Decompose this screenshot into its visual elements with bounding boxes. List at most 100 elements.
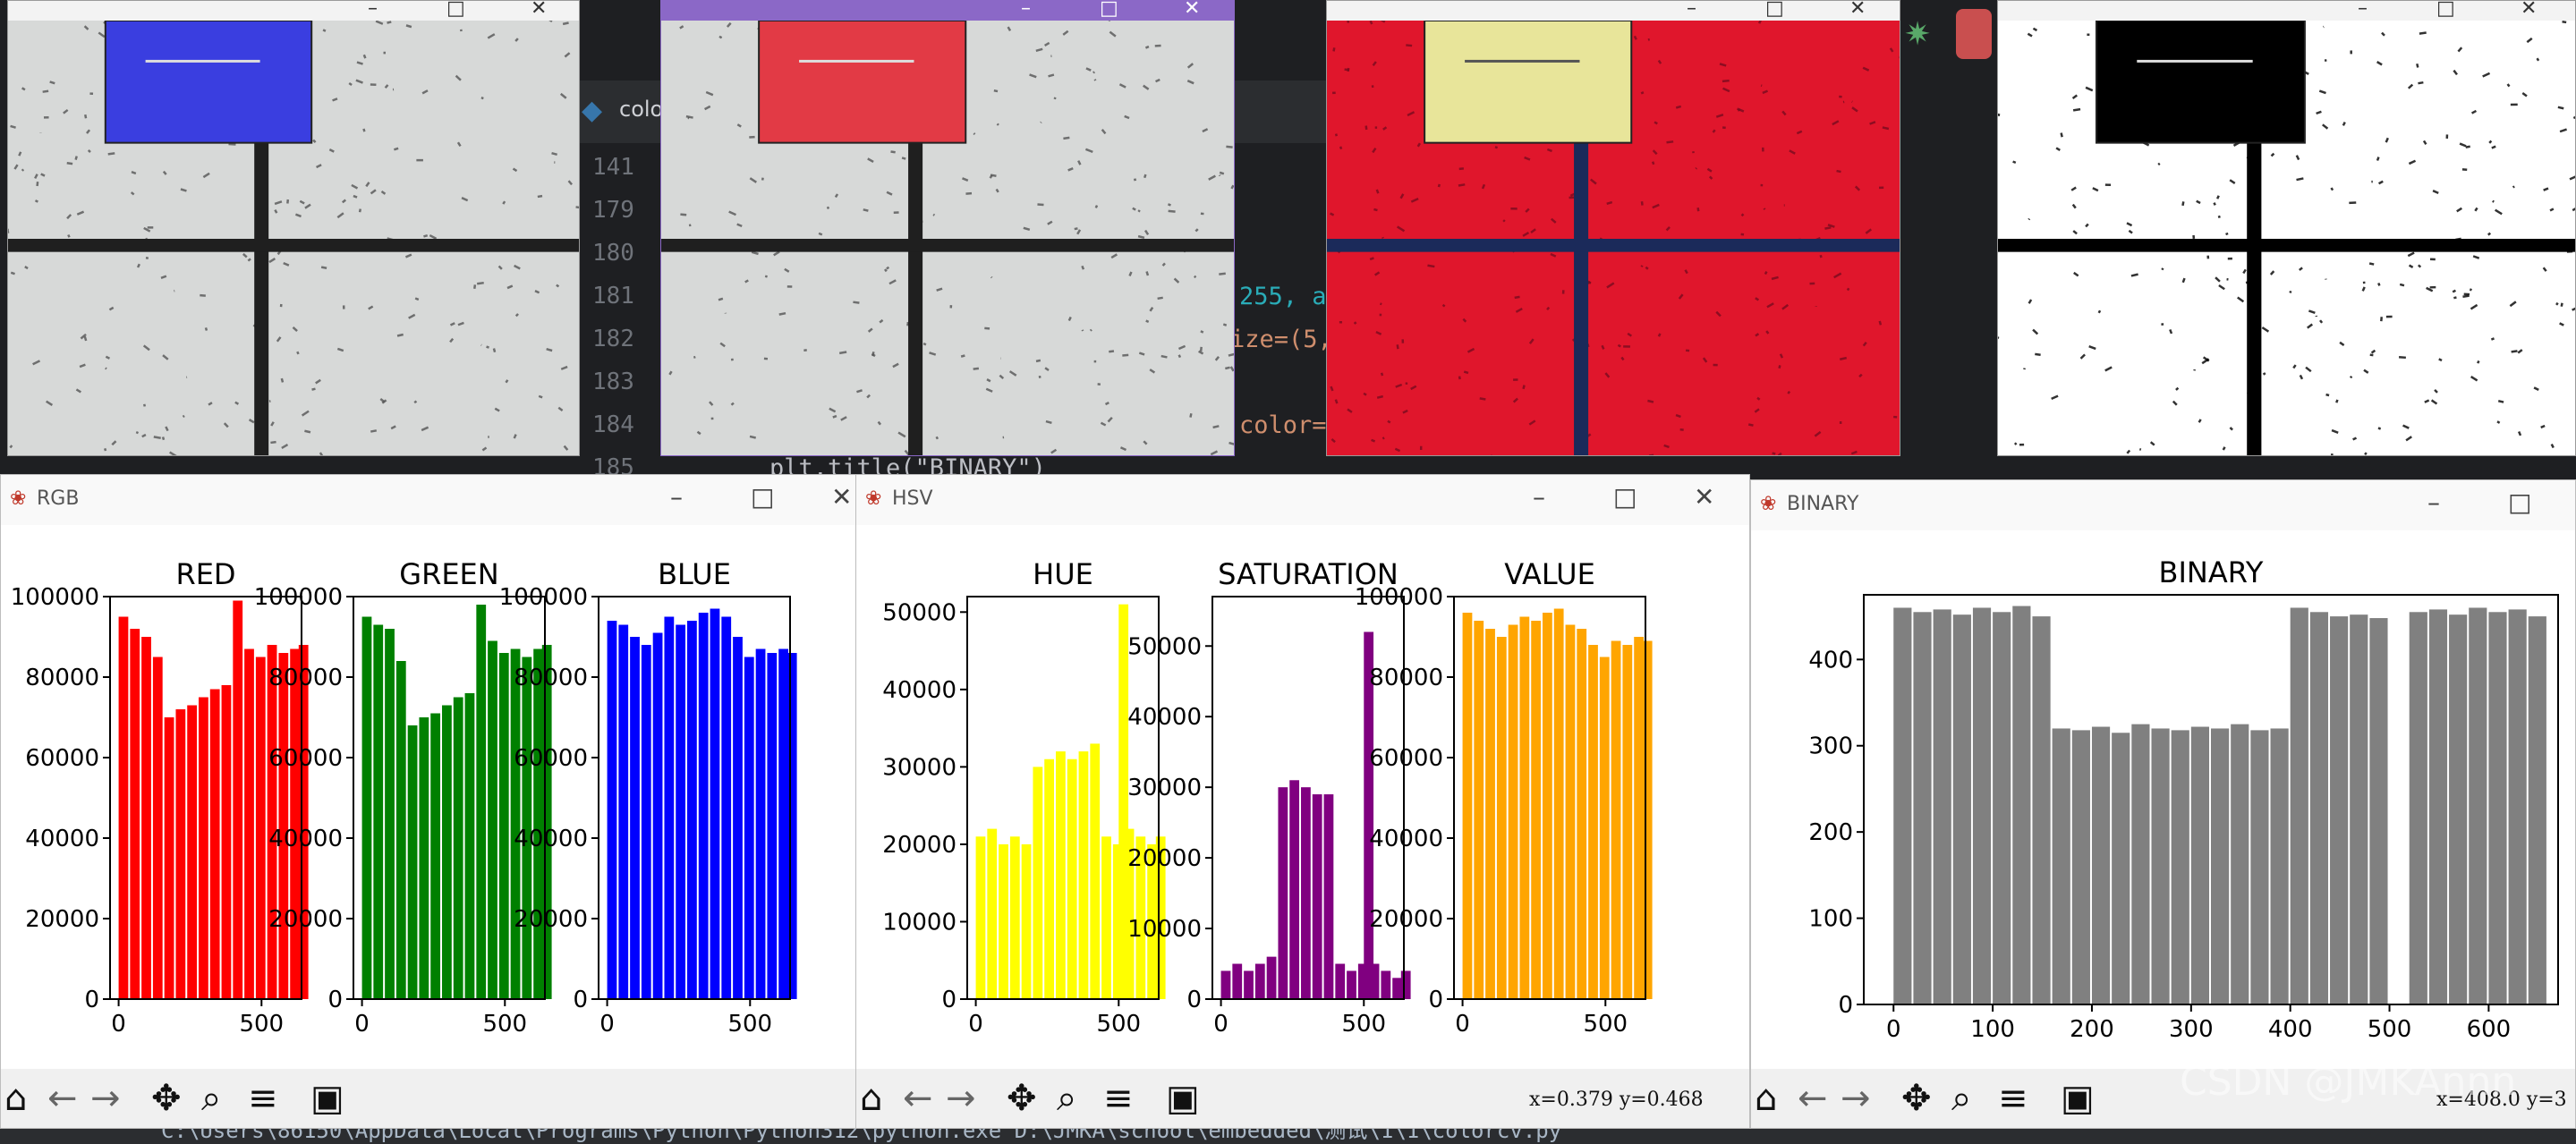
title-bar[interactable]: – □ ✕ xyxy=(1327,1,1900,21)
title-bar[interactable]: ❀ BINARY – □ xyxy=(1751,480,2575,530)
pan-icon[interactable]: ✥ xyxy=(1901,1078,1932,1119)
book-title-mark xyxy=(2137,60,2252,63)
image-window-binary[interactable]: – □ ✕ xyxy=(1997,0,2576,456)
image-window-hsv[interactable]: – □ ✕ xyxy=(1326,0,1900,456)
title-bar[interactable]: – □ ✕ xyxy=(1998,1,2575,21)
bar xyxy=(2112,733,2130,1004)
x-tick-label: 0 xyxy=(111,1011,126,1038)
tile-speck xyxy=(2453,297,2456,298)
pan-icon[interactable]: ✥ xyxy=(151,1078,182,1119)
close-icon[interactable]: ✕ xyxy=(831,482,852,512)
close-icon[interactable]: ✕ xyxy=(1184,0,1200,20)
minimize-icon[interactable]: – xyxy=(1687,0,1696,20)
maximize-icon[interactable]: □ xyxy=(2436,0,2455,20)
bar xyxy=(664,617,674,1000)
bar xyxy=(618,625,628,1000)
zoom-icon[interactable]: ⌕ xyxy=(1057,1078,1076,1119)
minimize-icon[interactable]: – xyxy=(1021,0,1031,20)
tile-speck xyxy=(1331,386,1333,391)
x-tick-label: 500 xyxy=(1096,1011,1141,1038)
back-arrow-icon[interactable]: ← xyxy=(47,1078,78,1119)
home-icon[interactable]: ⌂ xyxy=(4,1078,27,1119)
home-icon[interactable]: ⌂ xyxy=(1755,1078,1777,1119)
maximize-icon[interactable]: □ xyxy=(2508,487,2531,517)
minimize-icon[interactable]: – xyxy=(2358,0,2368,20)
tile-speck xyxy=(1179,355,1180,358)
minimize-icon[interactable]: – xyxy=(1533,482,1545,512)
maximize-icon[interactable]: □ xyxy=(1765,0,1784,20)
forward-arrow-icon[interactable]: → xyxy=(946,1078,976,1119)
back-arrow-icon[interactable]: ← xyxy=(903,1078,933,1119)
tile-speck xyxy=(1334,47,1335,51)
tile-speck xyxy=(1091,330,1092,331)
stop-button[interactable] xyxy=(1956,9,1992,59)
tile-speck xyxy=(1748,425,1753,426)
tile-speck xyxy=(2498,401,2504,402)
close-icon[interactable]: ✕ xyxy=(1694,482,1714,512)
tile-speck xyxy=(1223,325,1226,326)
hsv-image xyxy=(1327,21,1900,456)
tile-speck xyxy=(1229,443,1235,445)
bar xyxy=(1010,836,1020,999)
back-arrow-icon[interactable]: ← xyxy=(1798,1078,1828,1119)
title-bar[interactable]: – □ ✕ xyxy=(8,1,579,21)
save-icon[interactable]: ▣ xyxy=(310,1078,344,1119)
y-tick-label: 100 xyxy=(1808,906,1853,933)
tile-speck xyxy=(1439,184,1440,187)
configure-subplots-icon[interactable]: ≡ xyxy=(1998,1078,2028,1119)
tile-speck xyxy=(1194,276,1196,277)
bar xyxy=(1401,970,1411,999)
tile-speck xyxy=(2264,373,2266,375)
tile-speck xyxy=(538,196,542,197)
x-tick-label: 500 xyxy=(2368,1016,2412,1043)
image-window-original[interactable]: – □ ✕ xyxy=(7,0,580,456)
close-icon[interactable]: ✕ xyxy=(2521,0,2537,20)
bar xyxy=(465,693,475,999)
code-fragment: ize=(5, xyxy=(1230,326,1332,353)
minimize-icon[interactable]: – xyxy=(2427,487,2440,517)
bar xyxy=(608,621,617,999)
title-bar[interactable]: ❀ HSV – □ ✕ xyxy=(856,475,1749,525)
save-icon[interactable]: ▣ xyxy=(1166,1078,1200,1119)
bar xyxy=(268,645,277,999)
x-tick-label: 500 xyxy=(1583,1011,1628,1038)
book xyxy=(106,21,311,143)
minimize-icon[interactable]: – xyxy=(670,482,683,512)
minimize-icon[interactable]: – xyxy=(368,0,378,20)
close-icon[interactable]: ✕ xyxy=(1849,0,1866,20)
pan-icon[interactable]: ✥ xyxy=(1007,1078,1037,1119)
title-bar[interactable]: – □ ✕ xyxy=(661,1,1234,21)
forward-arrow-icon[interactable]: → xyxy=(90,1078,121,1119)
maximize-icon[interactable]: □ xyxy=(1613,482,1637,512)
line-number: 141 xyxy=(592,154,634,181)
bar xyxy=(642,645,651,999)
tile-speck xyxy=(2073,109,2080,110)
y-tick-label: 30000 xyxy=(1127,775,1202,801)
file-tab-label[interactable]: colo xyxy=(619,97,663,122)
forward-arrow-icon[interactable]: → xyxy=(1841,1078,1871,1119)
image-window-bgr[interactable]: – □ ✕ xyxy=(660,0,1235,456)
close-icon[interactable]: ✕ xyxy=(531,0,547,20)
zoom-icon[interactable]: ⌕ xyxy=(1951,1078,1971,1119)
tile-speck xyxy=(1483,184,1484,189)
home-icon[interactable]: ⌂ xyxy=(860,1078,882,1119)
tile-speck xyxy=(731,403,734,405)
configure-subplots-icon[interactable]: ≡ xyxy=(1103,1078,1134,1119)
tile-speck xyxy=(973,133,974,134)
tile-speck xyxy=(1161,356,1168,357)
bug-icon[interactable]: ✷ xyxy=(1904,16,1931,53)
maximize-icon[interactable]: □ xyxy=(1100,0,1118,20)
book xyxy=(759,21,965,143)
configure-subplots-icon[interactable]: ≡ xyxy=(248,1078,278,1119)
maximize-icon[interactable]: □ xyxy=(446,0,465,20)
save-icon[interactable]: ▣ xyxy=(2061,1078,2095,1119)
maximize-icon[interactable]: □ xyxy=(751,482,774,512)
zoom-icon[interactable]: ⌕ xyxy=(201,1078,221,1119)
title-bar[interactable]: ❀ RGB – □ ✕ xyxy=(1,475,858,525)
